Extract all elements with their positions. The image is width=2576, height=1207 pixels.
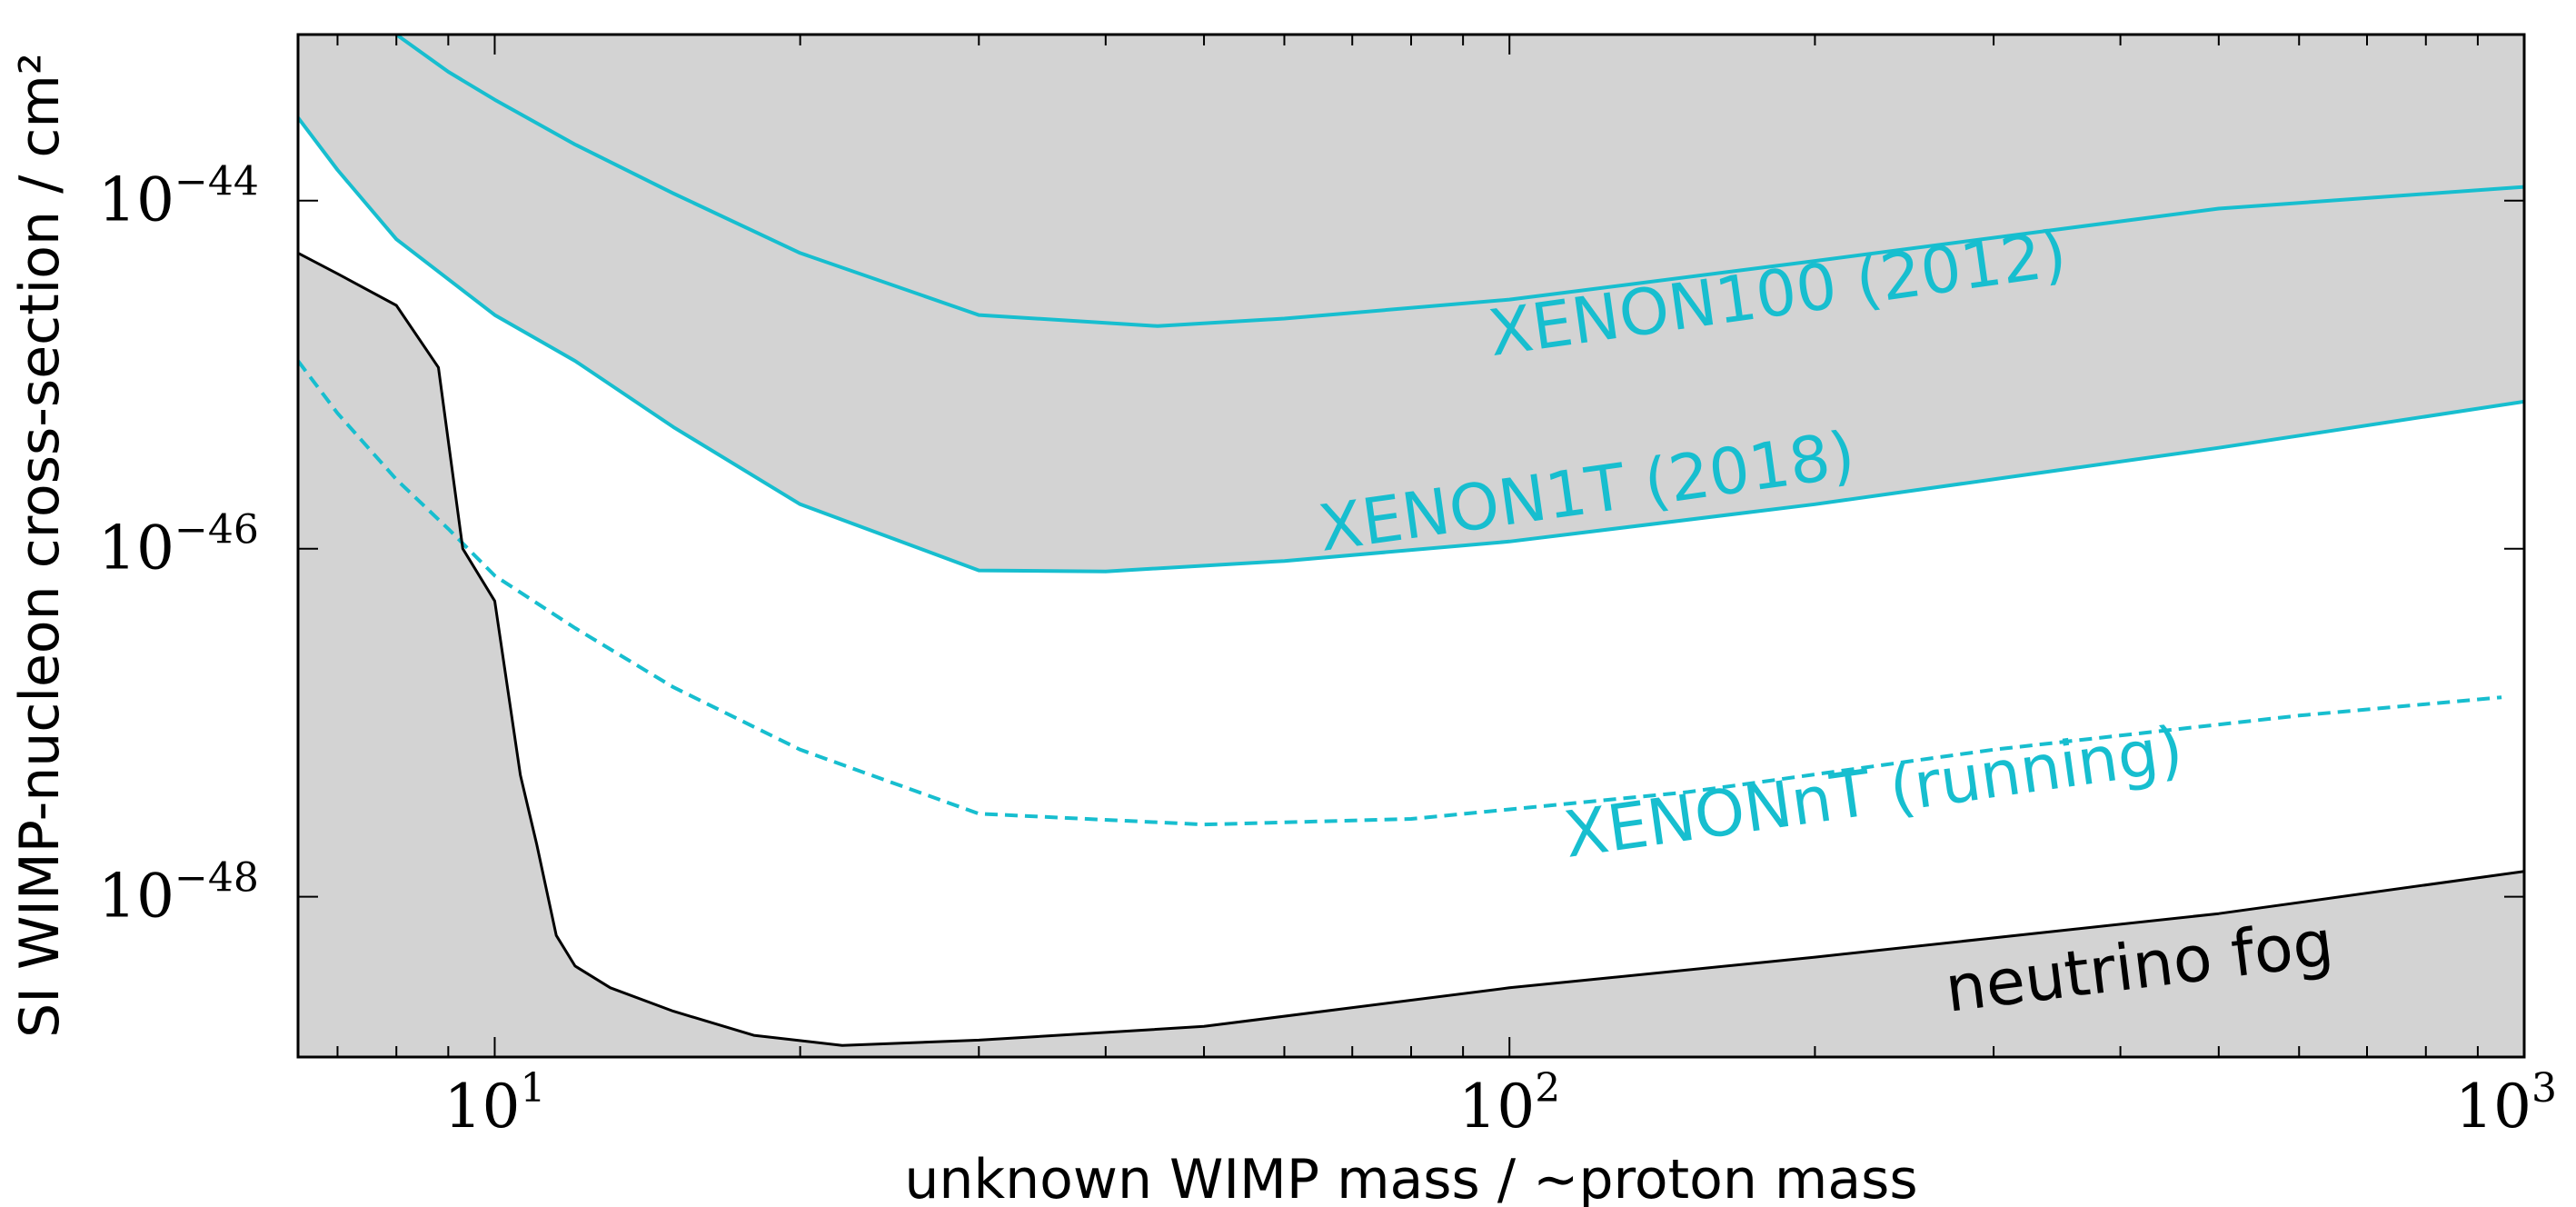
x-tick-label-exponent: 1 (520, 1065, 545, 1112)
x-tick-label-exponent: 2 (1535, 1065, 1560, 1112)
plot-area (298, 35, 2524, 1057)
shaded-region-between-xenon1t-and-xenon100 (298, 35, 2524, 572)
y-tick-label-base: 10 (98, 514, 174, 584)
y-tick-label-base: 10 (98, 862, 174, 932)
series-label-xenonnt-running: XENONnT (running) (1559, 712, 2187, 873)
y-tick-label: 10−44 (98, 159, 259, 235)
x-tick-label-base: 10 (443, 1072, 520, 1142)
x-axis-label: unknown WIMP mass / ∼proton mass (904, 1148, 1917, 1207)
series-line-neutrino-fog (298, 252, 2524, 1047)
y-axis-label: SI WIMP-nucleon cross-section / cm² (8, 53, 72, 1038)
y-tick-label-exponent: −48 (174, 855, 259, 902)
shaded-region-below-neutrino-fog (298, 253, 2524, 1057)
y-tick-label-exponent: −44 (174, 159, 259, 205)
x-tick-label-base: 10 (1458, 1072, 1535, 1142)
series-line-xenonnt-running (298, 359, 2502, 827)
x-tick-label-exponent: 3 (2531, 1065, 2557, 1112)
axis-ticks (298, 35, 2525, 1057)
series-line-xenon1t-2018 (298, 116, 2524, 574)
series-lines (298, 35, 2524, 1047)
series-line-xenon100-2012 (395, 35, 2524, 328)
y-tick-label-base: 10 (98, 165, 174, 235)
shaded-region-above-xenon100 (396, 35, 2524, 326)
x-tick-label-base: 10 (2455, 1072, 2531, 1142)
x-tick-label: 102 (1458, 1065, 1560, 1142)
y-tick-label-exponent: −46 (174, 507, 259, 554)
x-tick-label: 103 (2455, 1065, 2557, 1142)
y-tick-label: 10−46 (98, 507, 259, 584)
y-tick-label: 10−48 (98, 855, 259, 932)
x-tick-label: 101 (443, 1065, 545, 1142)
